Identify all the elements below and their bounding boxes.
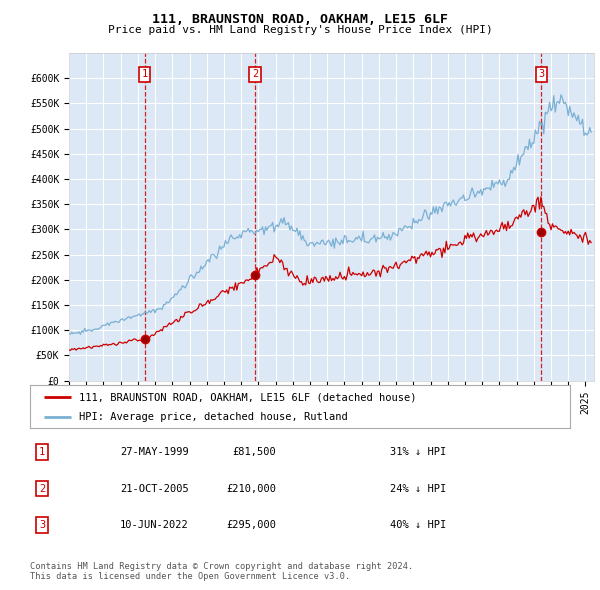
Text: Contains HM Land Registry data © Crown copyright and database right 2024.
This d: Contains HM Land Registry data © Crown c… [30, 562, 413, 581]
Text: 1: 1 [39, 447, 45, 457]
Text: £210,000: £210,000 [226, 484, 276, 493]
Text: 3: 3 [39, 520, 45, 530]
Text: 1: 1 [142, 70, 148, 80]
Text: 31% ↓ HPI: 31% ↓ HPI [390, 447, 446, 457]
Text: 3: 3 [538, 70, 544, 80]
Text: £295,000: £295,000 [226, 520, 276, 530]
Text: 21-OCT-2005: 21-OCT-2005 [120, 484, 189, 493]
Text: 111, BRAUNSTON ROAD, OAKHAM, LE15 6LF (detached house): 111, BRAUNSTON ROAD, OAKHAM, LE15 6LF (d… [79, 392, 416, 402]
Text: 27-MAY-1999: 27-MAY-1999 [120, 447, 189, 457]
Text: Price paid vs. HM Land Registry's House Price Index (HPI): Price paid vs. HM Land Registry's House … [107, 25, 493, 35]
Text: 24% ↓ HPI: 24% ↓ HPI [390, 484, 446, 493]
Text: 111, BRAUNSTON ROAD, OAKHAM, LE15 6LF: 111, BRAUNSTON ROAD, OAKHAM, LE15 6LF [152, 13, 448, 26]
Text: 40% ↓ HPI: 40% ↓ HPI [390, 520, 446, 530]
Text: 2: 2 [252, 70, 258, 80]
Text: £81,500: £81,500 [232, 447, 276, 457]
Text: HPI: Average price, detached house, Rutland: HPI: Average price, detached house, Rutl… [79, 412, 347, 422]
Text: 2: 2 [39, 484, 45, 493]
Text: 10-JUN-2022: 10-JUN-2022 [120, 520, 189, 530]
